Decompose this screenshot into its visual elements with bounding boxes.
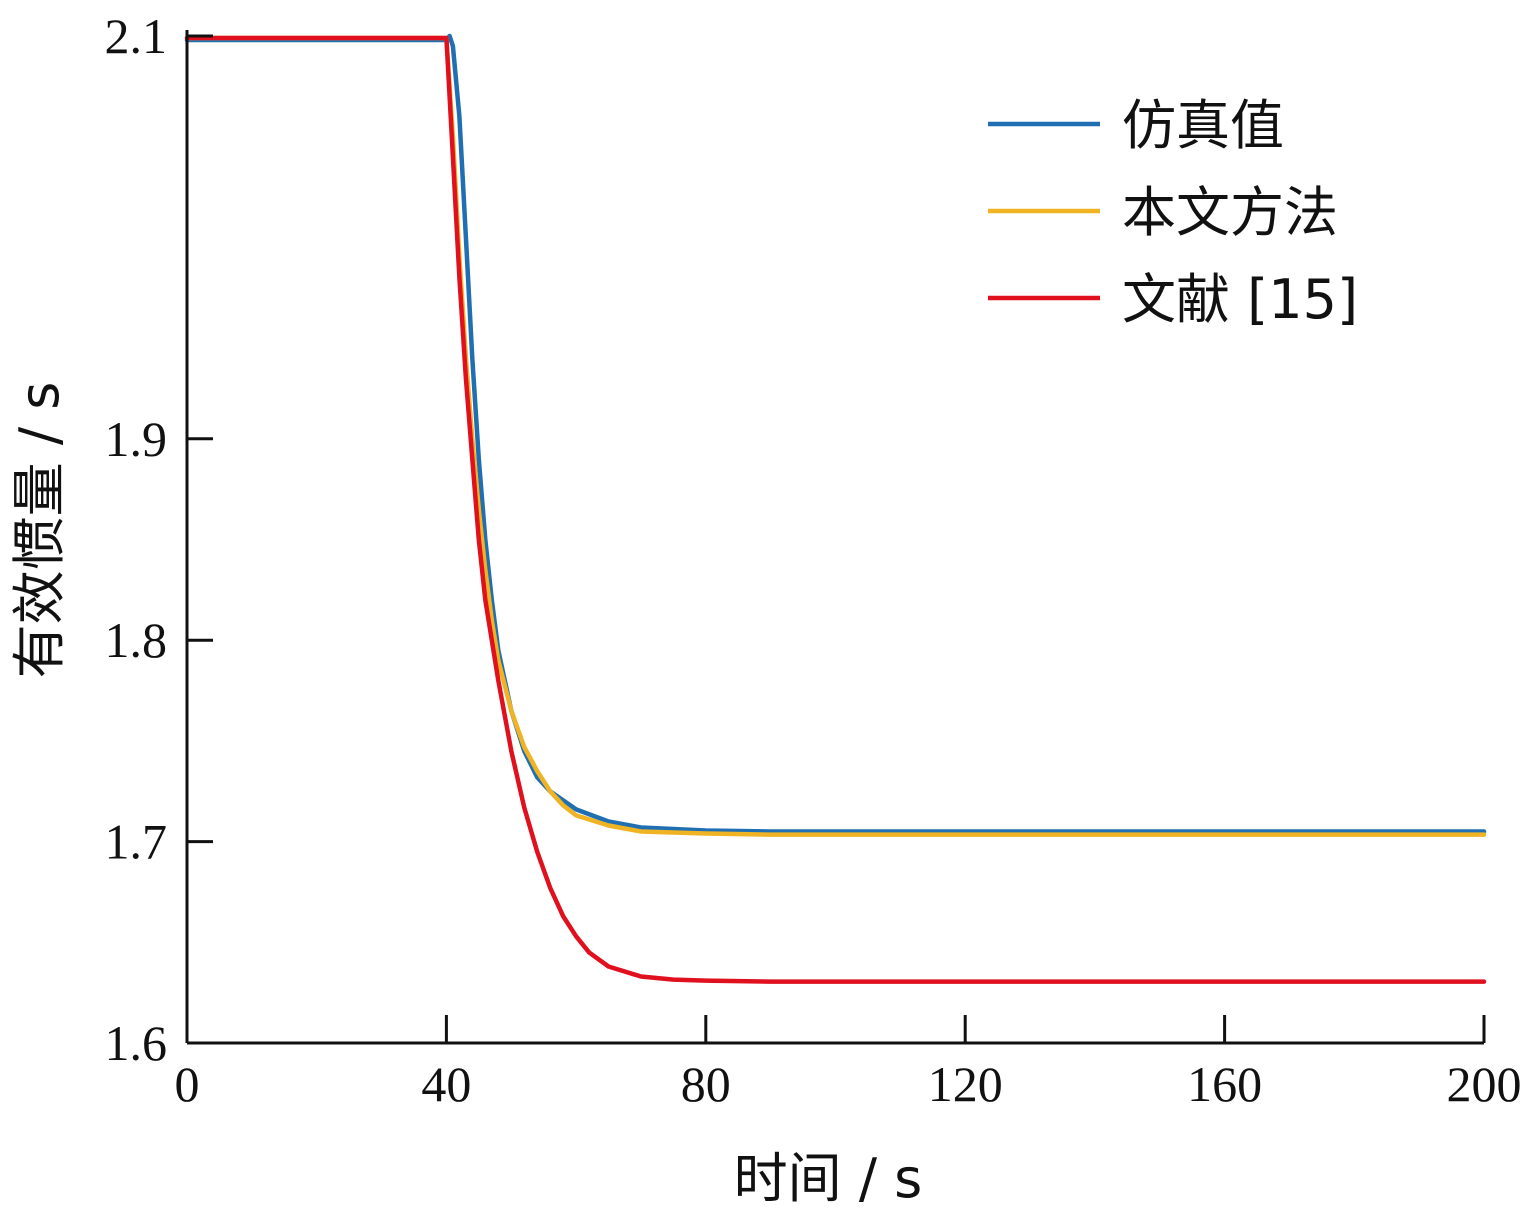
y-axis-label: 有效惯量 / s	[8, 382, 71, 679]
x-tick-label: 120	[928, 1056, 1003, 1112]
y-tick-label: 1.9	[105, 411, 168, 467]
legend-label-1: 仿真值	[1122, 94, 1284, 157]
x-axis-label: 时间 / s	[734, 1147, 923, 1210]
y-tick-label: 1.6	[105, 1015, 168, 1071]
ticks: 0 40 80 120 160 200 1.6 1.7 1.8 1.9 2.1	[105, 8, 1522, 1112]
x-tick-label: 40	[421, 1056, 471, 1112]
series-line-2	[184, 35, 1487, 837]
series-line-3	[184, 35, 1487, 984]
y-tick-label: 1.7	[105, 814, 168, 870]
axes	[185, 30, 1484, 1045]
x-tick-label: 200	[1447, 1056, 1522, 1112]
x-tick-label: 0	[175, 1056, 200, 1112]
y-tick-label: 1.8	[105, 612, 168, 668]
legend-label-2: 本文方法	[1122, 181, 1338, 244]
plot-lines	[184, 33, 1487, 984]
x-tick-label: 160	[1187, 1056, 1262, 1112]
series-line-1	[184, 33, 1487, 834]
x-tick-label: 80	[681, 1056, 731, 1112]
y-tick-label: 2.1	[105, 8, 168, 64]
legend-label-3: 文献 [15]	[1122, 268, 1358, 331]
